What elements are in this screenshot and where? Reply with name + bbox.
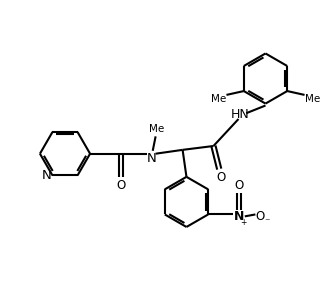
Text: O: O	[116, 179, 125, 192]
Text: O: O	[217, 171, 226, 184]
Text: +: +	[241, 218, 247, 227]
Text: ⁻: ⁻	[264, 217, 270, 227]
Text: HN: HN	[231, 108, 250, 121]
Text: N: N	[147, 152, 156, 165]
Text: N: N	[234, 210, 244, 223]
Text: O: O	[256, 210, 265, 223]
Text: Me: Me	[149, 124, 164, 134]
Text: Me: Me	[305, 94, 320, 104]
Text: O: O	[234, 179, 244, 192]
Text: N: N	[42, 169, 52, 182]
Text: Me: Me	[211, 94, 226, 104]
